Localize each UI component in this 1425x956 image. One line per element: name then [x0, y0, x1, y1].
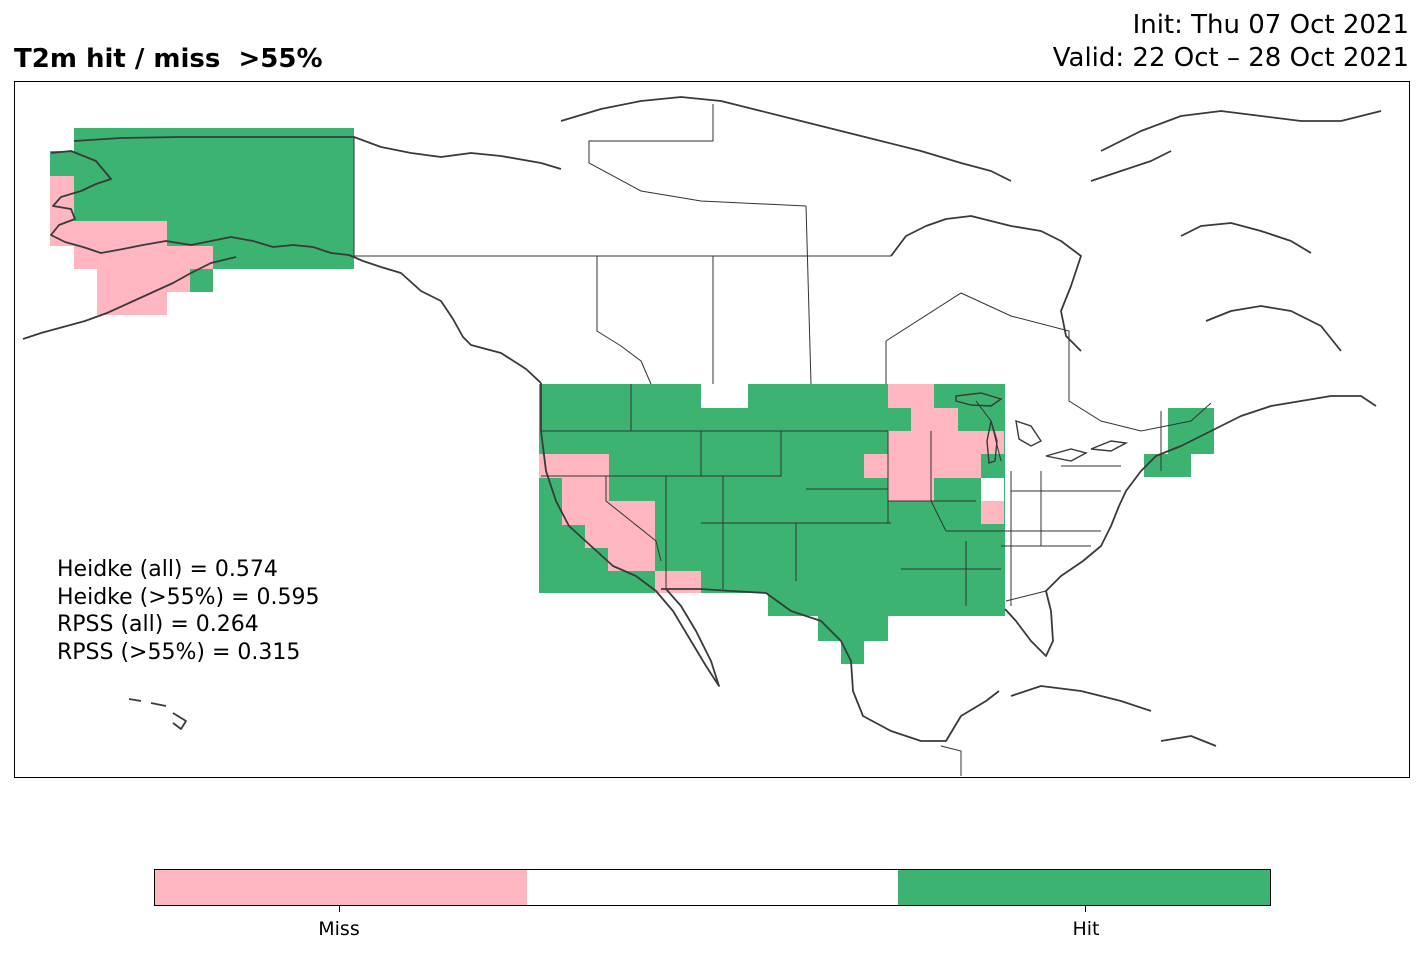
miss-cell [585, 525, 655, 548]
miss-cell [958, 431, 1004, 454]
score-panel: Heidke (all) = 0.574 Heidke (>55%) = 0.5… [57, 556, 320, 666]
colorbar [154, 869, 1271, 906]
miss-cell [888, 384, 934, 408]
miss-cell [539, 454, 609, 478]
colorbar-label-miss: Miss [318, 918, 360, 940]
init-date: Init: Thu 07 Oct 2021 [1132, 10, 1409, 40]
miss-cell [864, 454, 981, 478]
miss-cell [888, 431, 958, 454]
hit-cell [74, 176, 167, 221]
hit-cell [768, 593, 903, 616]
neutral-cell [701, 384, 748, 408]
great-lakes [955, 392, 1129, 464]
heidke-55-score: Heidke (>55%) = 0.595 [57, 584, 320, 610]
miss-cell [981, 501, 1004, 524]
miss-cell [911, 408, 958, 431]
hit-cell [1168, 408, 1214, 454]
hit-cell [841, 641, 864, 664]
miss-cell [562, 478, 609, 502]
miss-cell [562, 501, 655, 525]
alaska-cells [50, 128, 354, 315]
miss-cell [167, 246, 213, 269]
political-borders [353, 104, 1212, 776]
neutral-cell [981, 478, 1004, 501]
colorbar-tick-miss [339, 906, 340, 912]
heidke-all-score: Heidke (all) = 0.574 [57, 557, 278, 582]
colorbar-label-hit: Hit [1072, 918, 1100, 940]
colorbar-miss-segment [155, 870, 527, 905]
colorbar-hit-segment [898, 870, 1271, 905]
miss-cell [97, 292, 167, 315]
rpss-55-score: RPSS (>55%) = 0.315 [57, 639, 301, 665]
rpss-all-score: RPSS (all) = 0.264 [57, 612, 259, 637]
map-title: T2m hit / miss >55% [14, 44, 323, 74]
valid-date-range: Valid: 22 Oct – 28 Oct 2021 [1052, 43, 1409, 73]
colorbar-neutral-segment [526, 870, 899, 905]
colorbar-tick-hit [1085, 906, 1086, 912]
map-canvas [22, 96, 1382, 776]
miss-cell [888, 478, 934, 501]
miss-cell [608, 548, 655, 571]
hit-cell [190, 269, 213, 292]
coastlines [22, 96, 1382, 747]
miss-cell [50, 176, 74, 246]
map-panel [14, 81, 1410, 778]
hit-cell [50, 151, 74, 176]
hit-cell [1144, 454, 1191, 477]
miss-cell [74, 221, 167, 269]
